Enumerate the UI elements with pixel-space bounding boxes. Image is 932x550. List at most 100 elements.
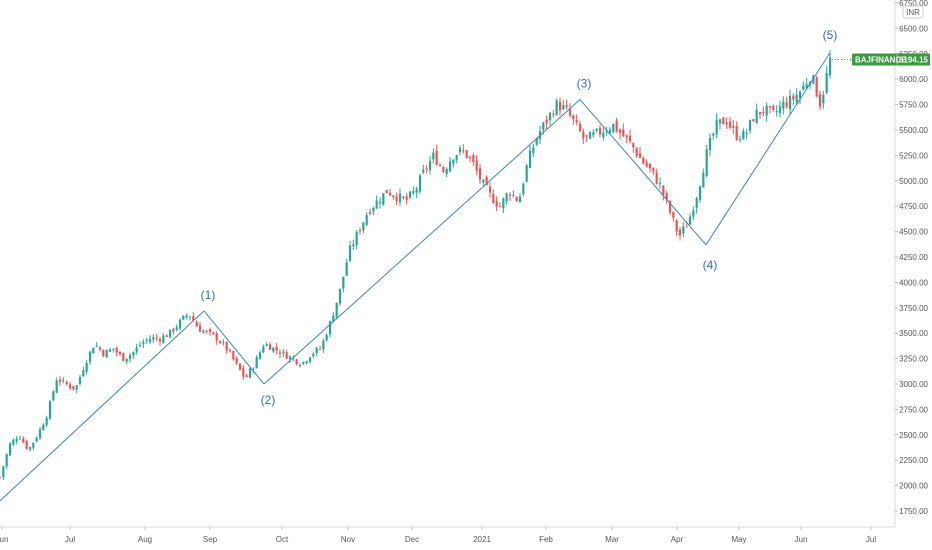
candle-body [48,401,52,419]
candle-body [75,385,78,390]
candle-body [585,135,588,137]
candle-body [595,128,598,131]
candle-body [208,329,212,332]
candle-body [338,288,342,304]
candle-body [772,105,775,111]
candle-body [272,347,275,352]
candle-body [695,198,698,208]
candle-body [108,349,112,352]
candle-body [655,172,658,184]
candle-body [788,95,792,109]
candle-body [712,133,715,136]
candle-body [352,244,355,247]
candle-body [602,132,605,138]
price-axis[interactable]: 1750.00 2000.00 2250.00 2500.00 2750.00 3000.… [894,0,929,527]
candle-body [138,345,142,347]
candle-body [362,222,365,231]
candle-body [98,347,102,350]
candle-body [522,184,525,195]
candle-body [78,377,82,384]
candle-body [822,94,825,104]
candle-body [215,333,218,341]
candle-body [162,335,165,343]
price-tick-label: 4750.00 [899,202,928,211]
candle-body [268,344,272,350]
candle-body [485,176,488,186]
candle-body [618,129,622,133]
wave-label: (5) [823,28,838,42]
candle-body [665,193,668,200]
candle-body [325,335,328,341]
candle-body [388,192,392,196]
candle-body [678,229,682,236]
candle-body [542,122,545,130]
candle-body [555,100,558,115]
candle-body [295,359,298,365]
candle-body [285,352,288,359]
candle-body [685,226,688,228]
candle-body [422,169,425,173]
candle-body [728,121,732,128]
candle-body [35,437,38,442]
time-tick-label: Mar [605,535,619,544]
candle-body [195,321,198,327]
candle-body [245,375,248,377]
time-tick-label: May [731,535,746,544]
price-tick-label: 5500.00 [899,126,928,135]
price-tick-label: 4000.00 [899,278,928,287]
candle-body [165,335,168,337]
candle-body [182,315,185,320]
candle-body [545,119,548,124]
candle-body [45,418,48,425]
time-axis[interactable]: Jun Jul Aug Sep Oct Nov Dec 2021 Feb Mar Apr May Jun… [0,526,895,544]
candle-body [392,195,395,197]
candle-body [672,211,675,218]
candle-body [532,147,535,154]
candle-body [345,262,348,276]
candle-body [652,167,655,172]
candle-body [642,157,645,164]
candle-body [28,447,32,450]
candle-body [535,138,538,145]
candle-body [775,111,778,113]
price-tick-label: 2750.00 [899,405,928,414]
candle-body [5,454,8,467]
candle-body [752,119,755,122]
candle-body [155,337,158,339]
time-tick-label: Jul [866,535,876,544]
candle-body [828,57,832,75]
candle-body [85,362,88,372]
price-tick-label: 3250.00 [899,355,928,364]
candle-body [662,185,665,195]
last-price-badge-bg [852,53,930,66]
candle-body [565,105,568,107]
candle-body [765,105,768,116]
candle-body [332,315,335,322]
candle-body [408,191,412,198]
currency-label: INR [906,8,920,17]
elliott-wave-labels: (1) (2) (3) (4) (5) [201,28,838,407]
candle-body [305,361,308,364]
candle-body [135,347,138,352]
candle-body [525,165,528,182]
candle-body [435,150,438,165]
candle-body [168,329,172,337]
candle-body [455,155,458,160]
candle-body [552,114,555,116]
candle-body [318,348,322,350]
price-tick-label: 1750.00 [899,507,928,516]
candle-body [508,194,512,196]
time-tick-label: Jul [65,535,75,544]
time-tick-label: Nov [341,535,355,544]
candle-body [438,165,442,167]
candle-body [562,105,565,110]
price-tick-label: 3750.00 [899,304,928,313]
candle-body [342,276,345,289]
candle-body [282,351,285,354]
candle-body [605,131,608,133]
candle-body [402,196,405,198]
candle-body [575,120,578,123]
candle-body [298,365,302,367]
candle-body [92,347,95,354]
